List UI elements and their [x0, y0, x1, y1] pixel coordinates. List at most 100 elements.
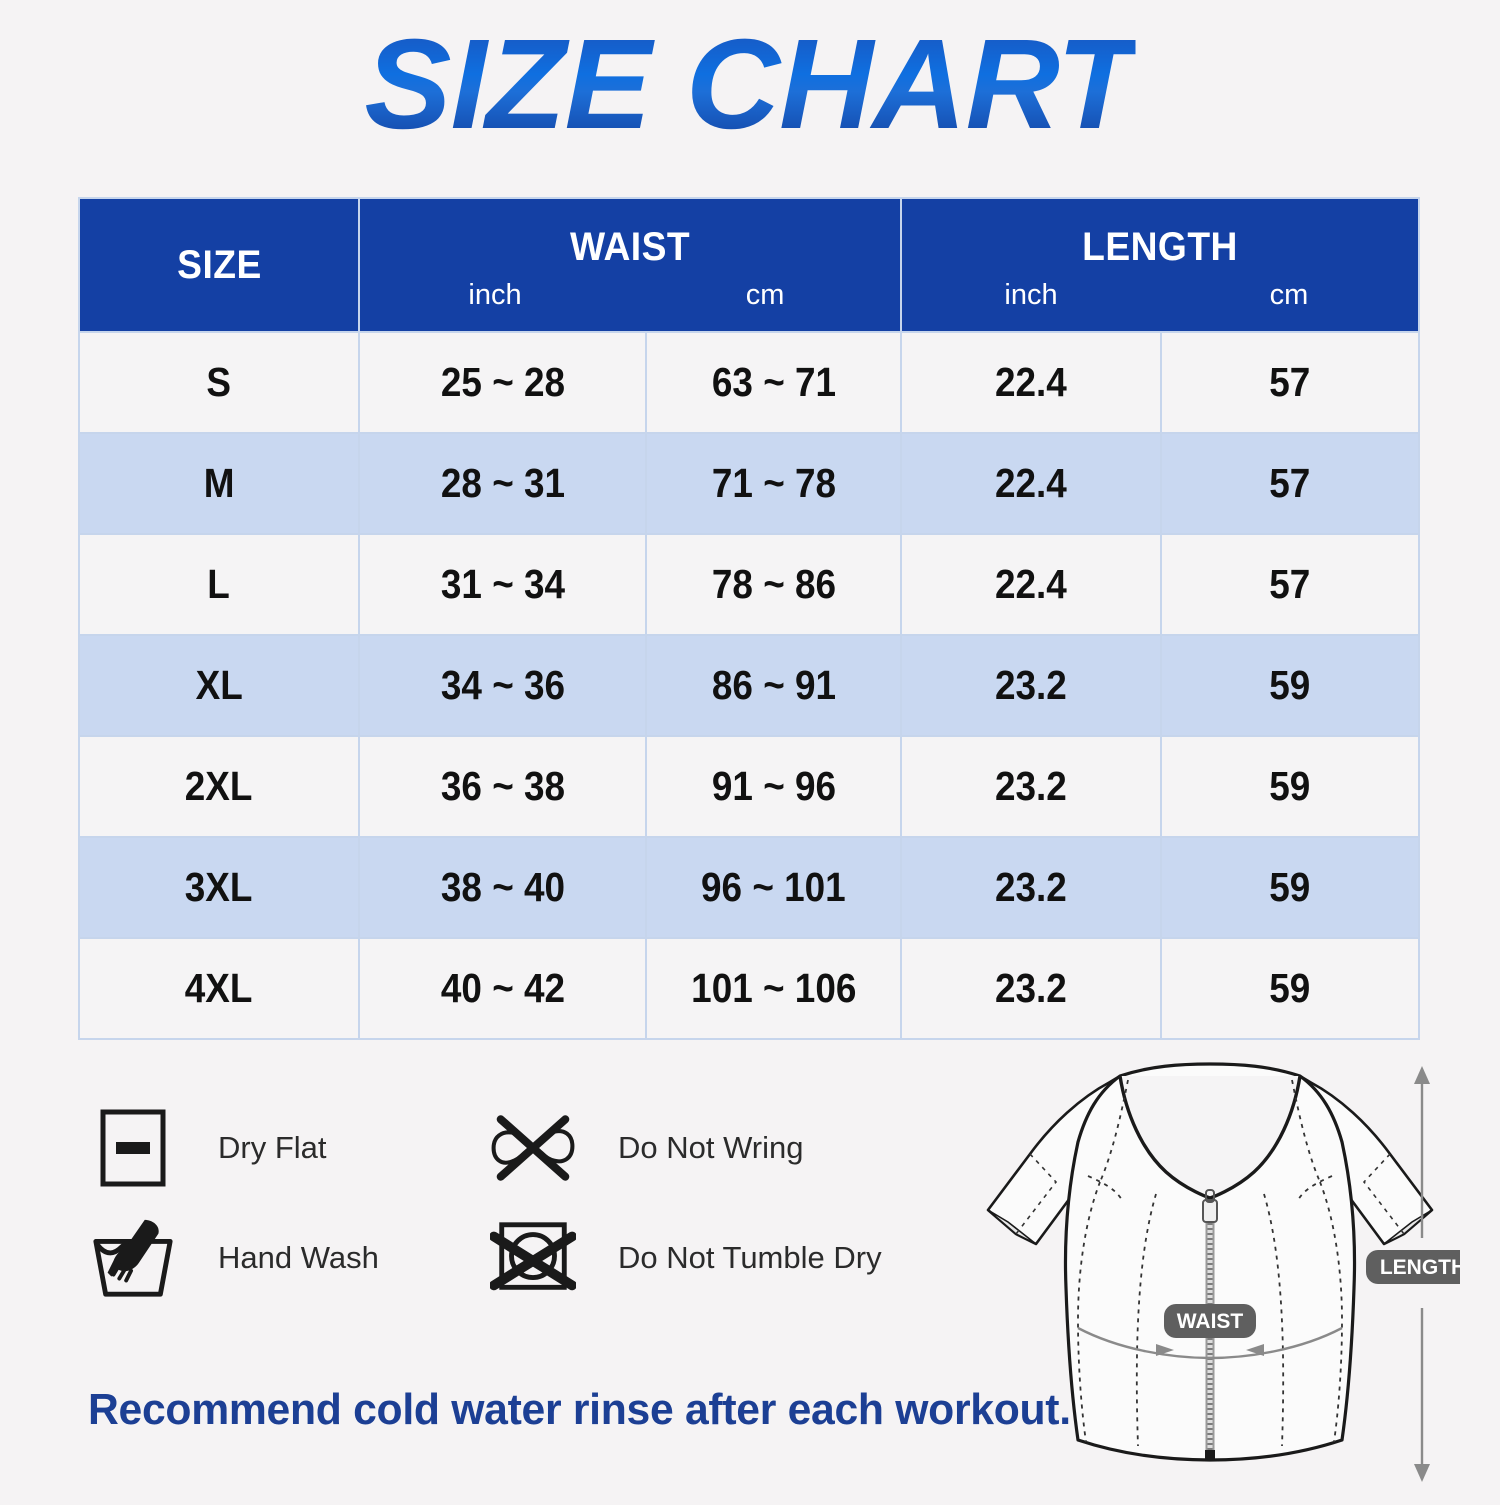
length-badge: LENGTH — [1366, 1250, 1480, 1284]
table-row: 2XL 36 ~ 38 91 ~ 96 23.2 59 — [78, 735, 1421, 838]
cell-value: 22.4 — [995, 460, 1067, 506]
cell-value: 25 ~ 28 — [440, 359, 565, 405]
cell-value: 57 — [1269, 561, 1311, 607]
cell-value: 59 — [1269, 864, 1311, 910]
care-item-hand-wash: Hand Wash — [90, 1215, 490, 1301]
care-label-do-not-tumble-dry: Do Not Tumble Dry — [618, 1240, 882, 1275]
cell-size: L — [78, 533, 360, 636]
cell-value: 31 ~ 34 — [440, 561, 565, 607]
cell-waist-inch: 25 ~ 28 — [358, 331, 647, 434]
header-cell-waist: WAIST inch cm — [357, 197, 903, 333]
cell-value: 59 — [1269, 763, 1311, 809]
header-subunit-waist-inch: inch — [468, 278, 522, 311]
table-header-row: SIZE WAIST inch cm LENGTH inch cm — [78, 197, 1421, 333]
length-badge-label: LENGTH — [1380, 1256, 1460, 1279]
page-title: SIZE CHART — [364, 13, 1137, 156]
header-label-waist: WAIST — [569, 224, 691, 269]
cell-length-cm: 59 — [1160, 937, 1421, 1040]
header-label-size: SIZE — [176, 243, 262, 287]
waist-badge: WAIST — [1164, 1304, 1256, 1338]
care-row-2: Hand Wash Do Not Tumble Dry — [90, 1215, 970, 1301]
cell-length-inch: 22.4 — [900, 331, 1163, 434]
care-label-dry-flat: Dry Flat — [218, 1130, 327, 1165]
care-item-dry-flat: Dry Flat — [90, 1105, 490, 1191]
care-row-1: Dry Flat Do Not Wring — [90, 1105, 970, 1191]
cell-waist-cm: 78 ~ 86 — [644, 533, 903, 636]
cell-size: S — [78, 331, 360, 434]
do-not-wring-icon — [490, 1105, 576, 1191]
cell-length-cm: 59 — [1160, 836, 1421, 939]
cell-size: M — [78, 432, 360, 535]
header-subunit-length-cm: cm — [1269, 278, 1309, 311]
garment-diagram: WAIST LENGTH — [960, 1058, 1480, 1500]
table-row: 3XL 38 ~ 40 96 ~ 101 23.2 59 — [78, 836, 1421, 939]
cell-length-cm: 57 — [1160, 432, 1421, 535]
cell-waist-inch: 40 ~ 42 — [358, 937, 647, 1040]
cell-length-inch: 23.2 — [900, 634, 1163, 737]
cell-size: 2XL — [78, 735, 360, 838]
header-subunit-length-inch: inch — [1004, 278, 1058, 311]
cell-value: 23.2 — [995, 864, 1067, 910]
length-measure-arrow — [1414, 1066, 1430, 1482]
cell-length-cm: 59 — [1160, 735, 1421, 838]
cell-value: 96 ~ 101 — [701, 864, 846, 910]
title-container: SIZE CHART — [0, 13, 1500, 156]
cell-value: 78 ~ 86 — [711, 561, 836, 607]
header-cell-size: SIZE — [78, 197, 360, 333]
cell-length-cm: 57 — [1160, 533, 1421, 636]
cell-value: 4XL — [185, 965, 253, 1011]
cell-value: L — [207, 561, 231, 607]
cell-size: XL — [78, 634, 360, 737]
cell-waist-inch: 34 ~ 36 — [358, 634, 647, 737]
cell-waist-inch: 38 ~ 40 — [358, 836, 647, 939]
header-cell-length: LENGTH inch cm — [900, 197, 1421, 333]
cell-waist-cm: 91 ~ 96 — [644, 735, 903, 838]
care-item-do-not-tumble-dry: Do Not Tumble Dry — [490, 1215, 890, 1301]
table-row: 4XL 40 ~ 42 101 ~ 106 23.2 59 — [78, 937, 1421, 1040]
cell-value: 3XL — [185, 864, 253, 910]
cell-size: 3XL — [78, 836, 360, 939]
cell-length-inch: 22.4 — [900, 432, 1163, 535]
cell-waist-cm: 71 ~ 78 — [644, 432, 903, 535]
cell-length-inch: 22.4 — [900, 533, 1163, 636]
cell-value: S — [206, 359, 232, 405]
dry-flat-icon — [90, 1105, 176, 1191]
cell-value: 36 ~ 38 — [440, 763, 565, 809]
size-chart-table: SIZE WAIST inch cm LENGTH inch cm — [78, 197, 1421, 1040]
hand-wash-icon — [90, 1215, 176, 1301]
cell-value: 23.2 — [995, 965, 1067, 1011]
cell-waist-inch: 31 ~ 34 — [358, 533, 647, 636]
cell-size: 4XL — [78, 937, 360, 1040]
cell-waist-inch: 28 ~ 31 — [358, 432, 647, 535]
cell-value: 71 ~ 78 — [711, 460, 836, 506]
cell-value: 40 ~ 42 — [440, 965, 565, 1011]
waist-measure-arrow — [1077, 1326, 1343, 1360]
table-body: S 25 ~ 28 63 ~ 71 22.4 57 M 28 ~ 31 71 ~ 78 22.4… — [78, 331, 1421, 1040]
table-row: XL 34 ~ 36 86 ~ 91 23.2 59 — [78, 634, 1421, 737]
cell-value: 23.2 — [995, 662, 1067, 708]
cell-length-inch: 23.2 — [900, 836, 1163, 939]
cell-waist-inch: 36 ~ 38 — [358, 735, 647, 838]
care-note: Recommend cold water rinse after each wo… — [88, 1385, 1071, 1434]
cell-value: 22.4 — [995, 561, 1067, 607]
cell-length-cm: 59 — [1160, 634, 1421, 737]
cell-value: 2XL — [185, 763, 253, 809]
cell-length-cm: 57 — [1160, 331, 1421, 434]
cell-length-inch: 23.2 — [900, 735, 1163, 838]
cell-value: 38 ~ 40 — [440, 864, 565, 910]
cell-waist-cm: 86 ~ 91 — [644, 634, 903, 737]
cell-value: 22.4 — [995, 359, 1067, 405]
cell-value: 91 ~ 96 — [711, 763, 836, 809]
cell-value: M — [203, 460, 235, 506]
cell-value: XL — [195, 662, 243, 708]
table-row: M 28 ~ 31 71 ~ 78 22.4 57 — [78, 432, 1421, 535]
cell-value: 86 ~ 91 — [711, 662, 836, 708]
care-label-do-not-wring: Do Not Wring — [618, 1130, 804, 1165]
care-item-do-not-wring: Do Not Wring — [490, 1105, 890, 1191]
header-subunit-waist-cm: cm — [745, 278, 785, 311]
cell-length-inch: 23.2 — [900, 937, 1163, 1040]
cell-waist-cm: 63 ~ 71 — [644, 331, 903, 434]
cell-waist-cm: 96 ~ 101 — [644, 836, 903, 939]
care-instructions: Dry Flat Do Not Wring — [90, 1105, 970, 1325]
cell-value: 59 — [1269, 662, 1311, 708]
